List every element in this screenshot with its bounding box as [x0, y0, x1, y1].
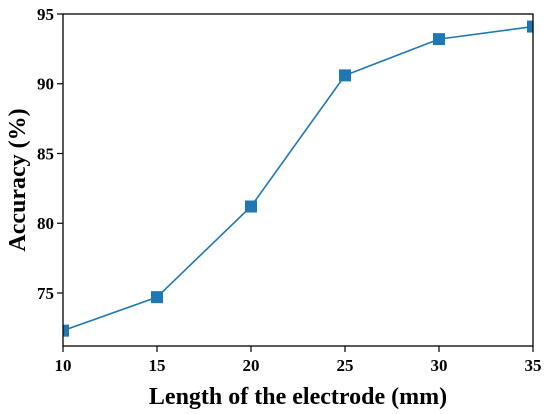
- x-axis-title: Length of the electrode (mm): [149, 384, 447, 410]
- data-point-marker: [151, 291, 163, 304]
- x-tick-label: 20: [243, 356, 260, 375]
- y-axis-title: Accuracy (%): [5, 108, 31, 251]
- x-tick-label: 25: [337, 356, 354, 375]
- data-point-marker: [527, 20, 533, 33]
- data-point-marker: [245, 200, 257, 213]
- x-tick-label: 15: [149, 356, 166, 375]
- x-tick-label: 30: [431, 356, 448, 375]
- data-point-marker: [63, 324, 69, 337]
- plot-frame: [62, 13, 534, 347]
- x-tick-label: 10: [55, 356, 72, 375]
- y-tick-label: 80: [37, 214, 54, 233]
- y-tick-label: 85: [37, 144, 54, 163]
- x-tick-label: 35: [525, 356, 542, 375]
- data-point-marker: [339, 69, 351, 82]
- y-tick-label: 90: [37, 75, 54, 94]
- y-tick-label: 95: [37, 5, 54, 24]
- y-tick-label: 75: [37, 284, 54, 303]
- plot-area: [63, 20, 533, 337]
- series-line: [63, 25, 533, 332]
- y-axis: 75 80 85 90 95: [37, 5, 63, 303]
- data-point-marker: [433, 33, 445, 46]
- x-axis: 10 15 20 25 30 35: [55, 346, 542, 375]
